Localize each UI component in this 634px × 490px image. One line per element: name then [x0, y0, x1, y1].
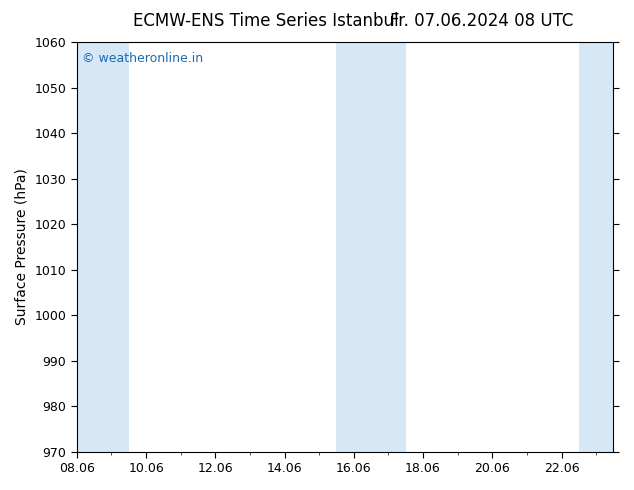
Text: © weatheronline.in: © weatheronline.in	[82, 52, 204, 65]
Text: Fr. 07.06.2024 08 UTC: Fr. 07.06.2024 08 UTC	[390, 12, 574, 30]
Bar	[579, 42, 614, 452]
Bar	[337, 42, 406, 452]
Y-axis label: Surface Pressure (hPa): Surface Pressure (hPa)	[15, 169, 29, 325]
Text: ECMW-ENS Time Series Istanbul: ECMW-ENS Time Series Istanbul	[134, 12, 399, 30]
Bar	[77, 42, 129, 452]
